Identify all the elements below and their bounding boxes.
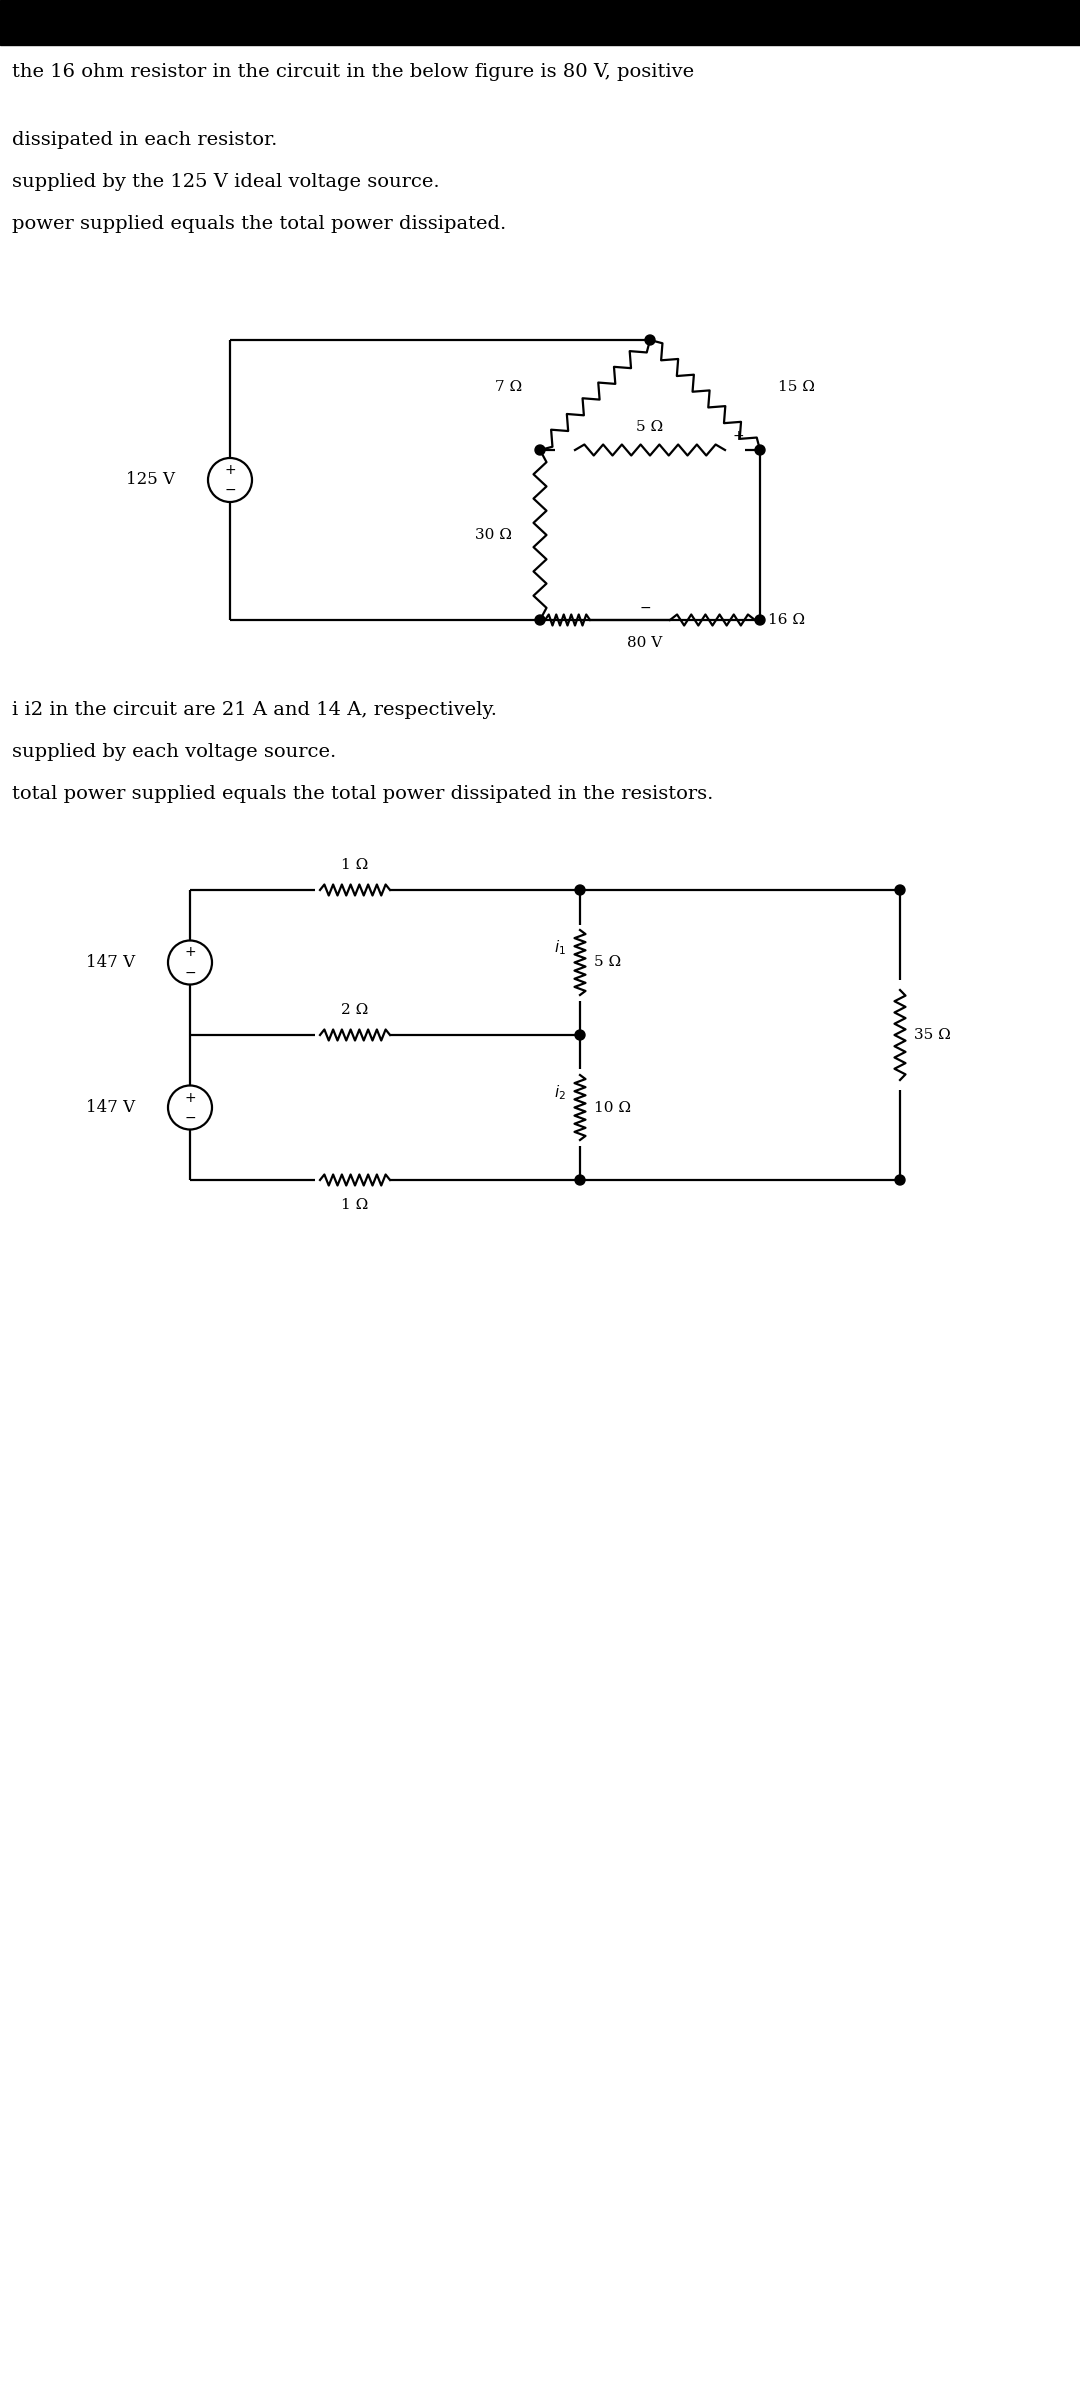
Text: 147 V: 147 V xyxy=(86,1099,135,1116)
Text: −: − xyxy=(639,600,651,614)
Text: dissipated in each resistor.: dissipated in each resistor. xyxy=(12,132,278,149)
Circle shape xyxy=(575,1030,585,1039)
Text: 15 Ω: 15 Ω xyxy=(778,379,815,394)
Text: +: + xyxy=(732,430,744,444)
Text: $i_2$: $i_2$ xyxy=(554,1082,566,1102)
Text: 2 Ω: 2 Ω xyxy=(341,1003,368,1018)
Circle shape xyxy=(535,614,545,624)
Text: +: + xyxy=(185,1090,195,1104)
Text: $i_1$: $i_1$ xyxy=(554,938,566,958)
Text: 1 Ω: 1 Ω xyxy=(341,857,368,871)
Circle shape xyxy=(575,1176,585,1186)
Text: −: − xyxy=(185,1111,195,1126)
Text: the 16 ohm resistor in the circuit in the below figure is 80 V, positive: the 16 ohm resistor in the circuit in th… xyxy=(12,62,694,82)
Text: 147 V: 147 V xyxy=(86,953,135,972)
Text: 80 V: 80 V xyxy=(627,636,663,650)
Bar xyxy=(0,0,1080,46)
Text: +: + xyxy=(185,946,195,960)
Text: i i2 in the circuit are 21 A and 14 A, respectively.: i i2 in the circuit are 21 A and 14 A, r… xyxy=(12,701,497,720)
Text: 30 Ω: 30 Ω xyxy=(475,528,512,542)
Circle shape xyxy=(755,614,765,624)
Text: supplied by each voltage source.: supplied by each voltage source. xyxy=(12,744,336,761)
Text: 125 V: 125 V xyxy=(126,470,175,490)
Circle shape xyxy=(895,886,905,895)
Text: −: − xyxy=(225,482,235,497)
Text: 35 Ω: 35 Ω xyxy=(914,1027,950,1042)
Circle shape xyxy=(575,886,585,895)
Text: −: − xyxy=(185,965,195,979)
Circle shape xyxy=(755,444,765,456)
Text: 1 Ω: 1 Ω xyxy=(341,1198,368,1212)
Text: 16 Ω: 16 Ω xyxy=(768,612,805,626)
Text: 5 Ω: 5 Ω xyxy=(594,955,621,970)
Text: supplied by the 125 V ideal voltage source.: supplied by the 125 V ideal voltage sour… xyxy=(12,173,440,192)
Text: power supplied equals the total power dissipated.: power supplied equals the total power di… xyxy=(12,216,507,233)
Text: 7 Ω: 7 Ω xyxy=(495,379,522,394)
Text: 5 Ω: 5 Ω xyxy=(636,420,663,434)
Text: +: + xyxy=(225,463,235,478)
Circle shape xyxy=(535,444,545,456)
Text: 10 Ω: 10 Ω xyxy=(594,1102,631,1114)
Circle shape xyxy=(895,1176,905,1186)
Text: total power supplied equals the total power dissipated in the resistors.: total power supplied equals the total po… xyxy=(12,785,714,804)
Circle shape xyxy=(645,336,654,346)
